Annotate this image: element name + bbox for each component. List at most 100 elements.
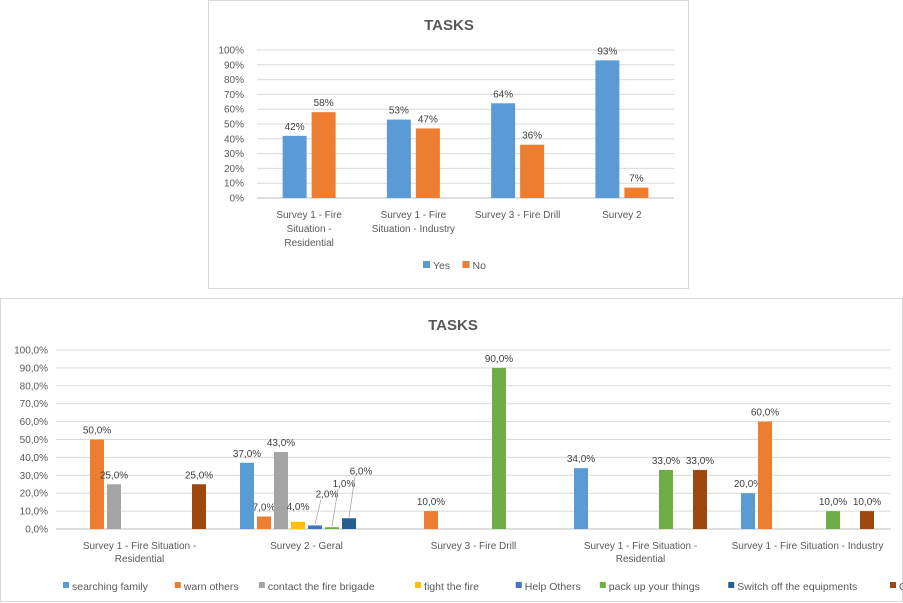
legend-swatch [890, 582, 896, 588]
legend-swatch [423, 261, 430, 268]
y-tick-label: 60,0% [20, 417, 48, 428]
y-tick-label: 40,0% [20, 453, 48, 464]
legend-swatch [462, 261, 470, 268]
legend-label: warn others [183, 581, 239, 593]
x-category-label: Residential [616, 554, 665, 565]
y-tick-label: 90,0% [20, 363, 48, 374]
data-label: 7% [629, 174, 644, 185]
y-tick-label: 0% [230, 194, 245, 205]
y-tick-label: 80% [224, 75, 244, 86]
data-label: 10,0% [819, 497, 847, 508]
bar [342, 518, 356, 529]
data-label: 25,0% [100, 470, 128, 481]
bar [311, 112, 336, 198]
data-label: 33,0% [686, 456, 714, 467]
bar [240, 462, 254, 529]
y-tick-label: 20,0% [20, 489, 48, 500]
data-label: 53% [389, 106, 409, 117]
legend-label: Switch off the equipments [737, 581, 857, 593]
legend-label: No [473, 260, 487, 272]
data-label: 64% [493, 89, 513, 100]
y-tick-label: 20% [224, 164, 244, 175]
y-tick-label: 30% [224, 149, 244, 160]
x-category-label: Survey 1 - Fire Situation - Industry [732, 541, 884, 552]
bar [659, 469, 673, 529]
x-category-label: Survey 1 - Fire Situation - [83, 541, 196, 552]
bar [491, 103, 516, 198]
bar [860, 511, 874, 529]
data-label: 50,0% [83, 426, 111, 437]
y-tick-label: 90% [224, 60, 244, 71]
bar [325, 527, 339, 529]
data-label: 6,0% [350, 466, 373, 477]
legend-label: pack up your things [609, 581, 700, 593]
x-category-label: Residential [284, 238, 333, 249]
legend-label: searching family [72, 581, 149, 593]
bar [386, 119, 411, 198]
bar [107, 484, 121, 529]
data-label: 1,0% [333, 479, 356, 490]
legend-swatch [258, 582, 265, 588]
leader-line [348, 476, 356, 518]
data-label: 90,0% [485, 354, 513, 365]
data-label: 42% [285, 122, 305, 133]
bar [257, 516, 271, 529]
chart-yes-no-svg: TASKS 0% 10% 20% 30% 40% 50% 60% 70% 80% 90% 100% 42… [218, 17, 674, 272]
bar [291, 521, 305, 529]
y-tick-label: 50,0% [20, 435, 48, 446]
x-category-label: Survey 1 - Fire [381, 210, 447, 221]
x-category-label: Survey 1 - Fire Situation - [584, 541, 697, 552]
legend-label: Yes [433, 260, 450, 272]
data-label: 33,0% [652, 456, 680, 467]
x-category-label: Situation - Industry [372, 224, 455, 235]
data-label: 10,0% [417, 497, 445, 508]
legend-label: fight the fire [424, 581, 479, 593]
data-label: 37,0% [233, 449, 261, 460]
chart-title: TASKS [428, 317, 478, 334]
legend-label: contact the fire brigade [268, 581, 375, 593]
bar [90, 439, 104, 529]
y-tick-label: 70,0% [20, 399, 48, 410]
data-label: 93% [597, 46, 617, 57]
data-label: 43,0% [267, 438, 295, 449]
leader-line [331, 489, 339, 527]
x-category-label: Survey 3 - Fire Drill [475, 210, 561, 221]
x-category-label: Survey 3 - Fire Drill [431, 541, 517, 552]
bar [282, 135, 307, 198]
x-category-label: Survey 2 - Geral [270, 541, 343, 552]
x-category-label: Survey 2 [602, 210, 642, 221]
y-tick-label: 100% [218, 46, 244, 57]
data-label: 4,0% [287, 502, 310, 513]
chart-panel-tasks-breakdown: TASKS 0,0% 10,0% 20,0% 30,0% 40,0% 50,0% 60,0% 7… [0, 298, 903, 602]
data-label: 20,0% [734, 479, 762, 490]
data-label: 34,0% [567, 454, 595, 465]
y-tick-label: 80,0% [20, 381, 48, 392]
bar [574, 468, 588, 529]
y-tick-label: 0,0% [25, 525, 48, 536]
bar [274, 452, 288, 529]
data-label: 2,0% [316, 489, 339, 500]
chart-panel-tasks-yes-no: TASKS 0% 10% 20% 30% 40% 50% 60% 70% 80% 90% 100% 42… [208, 0, 689, 289]
data-label: 58% [314, 98, 334, 109]
bar [424, 511, 438, 529]
bar [624, 187, 649, 198]
x-category-label: Survey 1 - Fire [276, 210, 342, 221]
bar [826, 511, 840, 529]
legend-swatch [174, 582, 181, 588]
chart-task-breakdown-svg: TASKS 0,0% 10,0% 20,0% 30,0% 40,0% 50,0% 60,0% 7… [14, 317, 903, 593]
y-tick-label: 70% [224, 90, 244, 101]
y-tick-label: 60% [224, 105, 244, 116]
y-tick-label: 10% [224, 179, 244, 190]
bar [415, 128, 440, 198]
chart-title: TASKS [424, 17, 474, 34]
data-label: 7,0% [253, 502, 276, 513]
data-label: 25,0% [185, 470, 213, 481]
leader-line [314, 499, 322, 525]
data-label: 10,0% [853, 497, 881, 508]
y-tick-label: 50% [224, 120, 244, 131]
data-label: 60,0% [751, 408, 779, 419]
y-tick-label: 40% [224, 134, 244, 145]
data-label: 36% [522, 131, 542, 142]
legend-swatch [515, 582, 522, 588]
bar [308, 525, 322, 529]
